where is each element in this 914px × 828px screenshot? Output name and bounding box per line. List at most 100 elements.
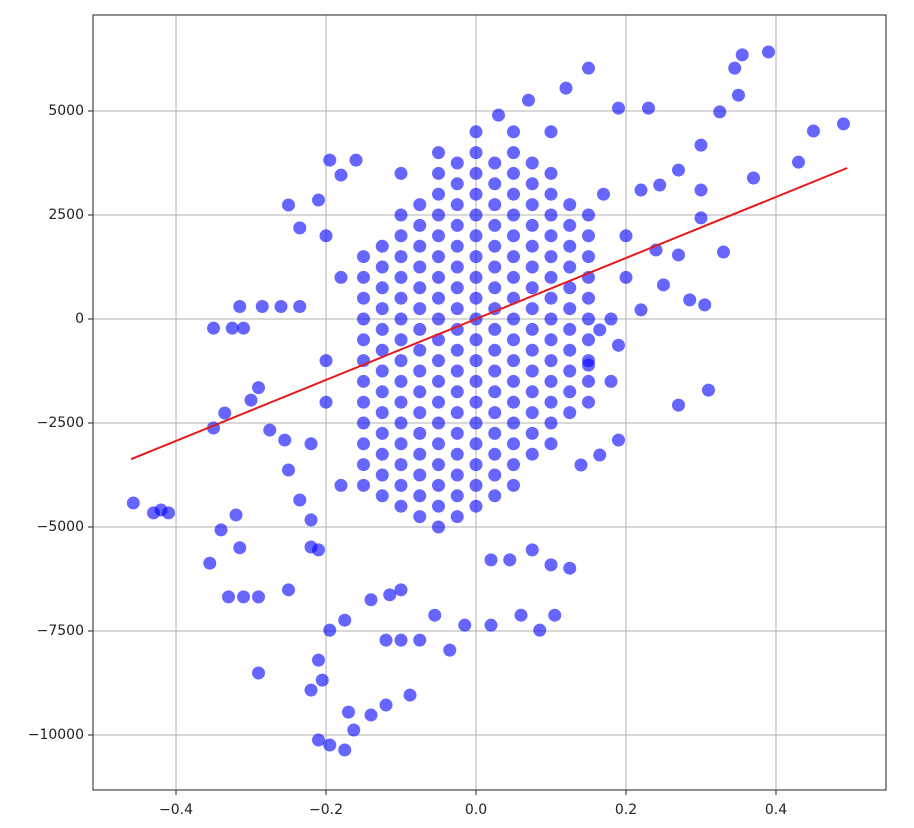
point (375, 447, 389, 461)
point (323, 738, 337, 752)
point (544, 333, 558, 347)
point (394, 291, 408, 305)
point (293, 493, 307, 507)
point (698, 298, 712, 312)
point (791, 155, 805, 169)
point (450, 239, 464, 253)
point (394, 458, 408, 472)
point (611, 338, 625, 352)
point (432, 354, 446, 368)
point (563, 364, 577, 378)
point (544, 229, 558, 243)
point (312, 193, 326, 207)
point (233, 541, 247, 555)
point (469, 437, 483, 451)
point (581, 374, 595, 388)
point (488, 489, 502, 503)
point (469, 291, 483, 305)
point (488, 177, 502, 191)
point (357, 270, 371, 284)
point (671, 398, 685, 412)
point (525, 302, 539, 316)
point (469, 250, 483, 264)
point (563, 302, 577, 316)
point (450, 218, 464, 232)
point (604, 312, 618, 326)
point (394, 354, 408, 368)
point (357, 416, 371, 430)
point (563, 260, 577, 274)
point (357, 374, 371, 388)
point (375, 239, 389, 253)
point (525, 281, 539, 295)
y-tick-label: −7500 (37, 623, 84, 639)
point (563, 198, 577, 212)
point (525, 385, 539, 399)
point (403, 688, 417, 702)
point (394, 229, 408, 243)
point (375, 364, 389, 378)
point (214, 523, 228, 537)
point (581, 250, 595, 264)
point (506, 166, 520, 180)
point (357, 312, 371, 326)
point (450, 510, 464, 524)
point (469, 229, 483, 243)
point (611, 101, 625, 115)
point (488, 447, 502, 461)
point (525, 218, 539, 232)
point (694, 138, 708, 152)
point (469, 395, 483, 409)
point (581, 312, 595, 326)
point (349, 153, 363, 167)
point (544, 125, 558, 139)
point (263, 423, 277, 437)
point (432, 374, 446, 388)
point (229, 508, 243, 522)
point (375, 260, 389, 274)
point (443, 643, 457, 657)
point (375, 385, 389, 399)
point (394, 499, 408, 513)
point (357, 291, 371, 305)
point (312, 733, 326, 747)
point (563, 239, 577, 253)
point (450, 447, 464, 461)
point (634, 303, 648, 317)
point (701, 383, 715, 397)
point (713, 105, 727, 119)
point (525, 364, 539, 378)
point (450, 177, 464, 191)
point (563, 385, 577, 399)
point (581, 61, 595, 75)
point (469, 208, 483, 222)
point (581, 229, 595, 243)
point (126, 496, 140, 510)
point (432, 499, 446, 513)
point (450, 426, 464, 440)
point (694, 183, 708, 197)
point (506, 416, 520, 430)
point (334, 478, 348, 492)
point (604, 374, 618, 388)
point (375, 489, 389, 503)
point (716, 245, 730, 259)
point (656, 278, 670, 292)
point (357, 458, 371, 472)
x-tick-label: −0.4 (159, 802, 193, 818)
point (450, 156, 464, 170)
point (683, 293, 697, 307)
point (432, 146, 446, 160)
point (312, 653, 326, 667)
point (506, 354, 520, 368)
point (450, 343, 464, 357)
point (488, 281, 502, 295)
point (375, 343, 389, 357)
point (304, 683, 318, 697)
point (394, 333, 408, 347)
point (375, 468, 389, 482)
point (432, 250, 446, 264)
point (611, 433, 625, 447)
point (469, 187, 483, 201)
